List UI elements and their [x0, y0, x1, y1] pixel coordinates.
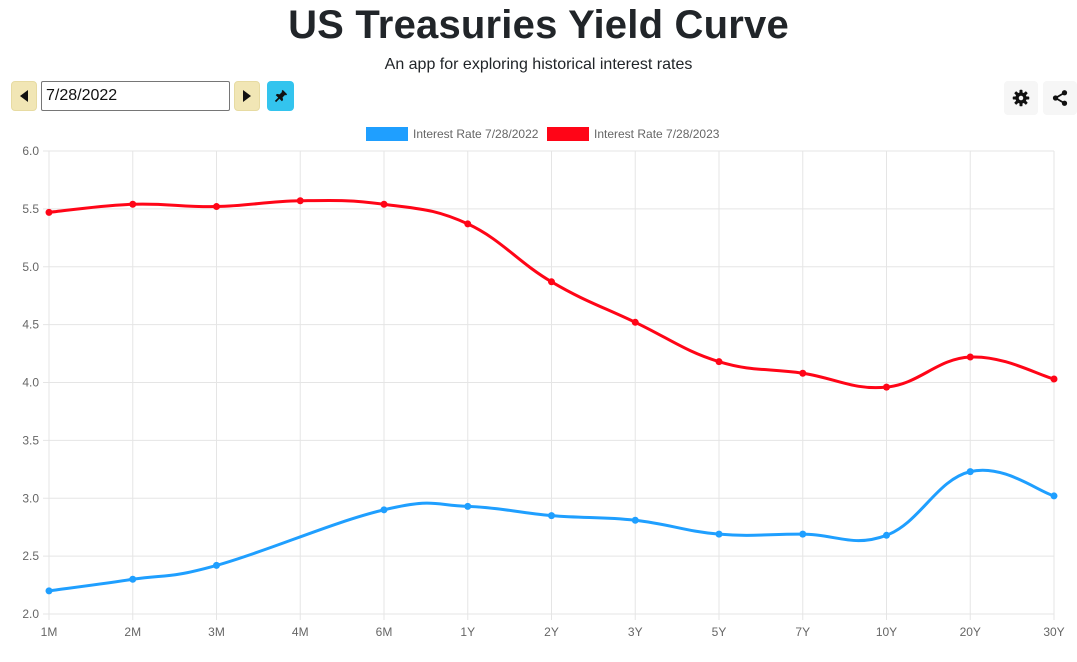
x-tick-label: 2Y [544, 625, 559, 639]
series-1-point [966, 468, 974, 476]
series-1-point [799, 530, 807, 538]
series-2-point [966, 353, 974, 361]
y-tick-label: 5.0 [22, 260, 39, 274]
series-2-point [464, 220, 472, 228]
share-icon [1052, 90, 1068, 106]
x-tick-label: 20Y [960, 625, 981, 639]
pin-button[interactable] [267, 81, 294, 111]
series-2-point [799, 369, 807, 377]
legend-label-2: Interest Rate 7/28/2023 [594, 127, 720, 141]
series-1-point [129, 575, 137, 583]
y-tick-label: 5.5 [22, 202, 39, 216]
y-tick-label: 4.0 [22, 376, 39, 390]
series-2-point [715, 358, 723, 366]
series-1-point [464, 502, 472, 510]
yield-curve-chart: 6.0 5.5 5.0 4.5 4.0 3.5 3.0 2.5 2.01M 2M 3M 4M 6M 1Y 2… [22, 127, 1065, 639]
series-2-point [380, 200, 388, 208]
x-tick-label: 10Y [876, 625, 897, 639]
page-subtitle: An app for exploring historical interest… [384, 56, 693, 73]
x-tick-label: 3M [208, 625, 225, 639]
series-2-point [883, 383, 890, 391]
y-tick-label: 3.5 [22, 433, 39, 447]
legend-swatch-1 [366, 127, 408, 141]
series-1-point [715, 530, 723, 538]
settings-button[interactable] [1004, 81, 1038, 115]
share-button[interactable] [1043, 81, 1077, 115]
series-1-point [380, 506, 388, 514]
series-2-point [45, 208, 53, 216]
previous-date-button[interactable] [11, 81, 37, 111]
x-tick-label: 1M [41, 625, 58, 639]
series-2-point [1050, 375, 1058, 383]
x-tick-label: 3Y [628, 625, 643, 639]
y-tick-label: 6.0 [22, 144, 39, 158]
series-1-point [631, 516, 639, 524]
x-tick-label: 5Y [712, 625, 727, 639]
gear-icon [1012, 89, 1030, 107]
series-2-point [631, 318, 639, 326]
y-tick-label: 4.5 [22, 318, 39, 332]
x-tick-label: 1Y [460, 625, 475, 639]
series-1-point [1050, 492, 1058, 500]
caret-right-icon [243, 90, 251, 102]
series-2-point [548, 278, 555, 286]
series-1-point [213, 561, 220, 569]
y-tick-label: 2.0 [22, 607, 39, 621]
x-tick-label: 6M [376, 625, 393, 639]
x-tick-label: 2M [124, 625, 141, 639]
page-title: US Treasuries Yield Curve [288, 3, 789, 47]
next-date-button[interactable] [234, 81, 260, 111]
date-input[interactable] [41, 81, 230, 111]
y-tick-label: 3.0 [22, 491, 39, 505]
legend-label-1: Interest Rate 7/28/2022 [413, 127, 539, 141]
series-1-point [45, 587, 53, 595]
caret-left-icon [20, 90, 28, 102]
x-tick-label: 7Y [795, 625, 810, 639]
series-2-point [296, 197, 304, 205]
legend-swatch-2 [547, 127, 589, 141]
series-1-point [883, 531, 890, 539]
x-tick-label: 4M [292, 625, 309, 639]
y-tick-label: 2.5 [22, 549, 39, 563]
series-2-point [213, 203, 220, 211]
series-2-point [129, 200, 137, 208]
pin-icon [274, 89, 287, 103]
x-tick-label: 30Y [1043, 625, 1064, 639]
series-1-point [548, 512, 555, 520]
